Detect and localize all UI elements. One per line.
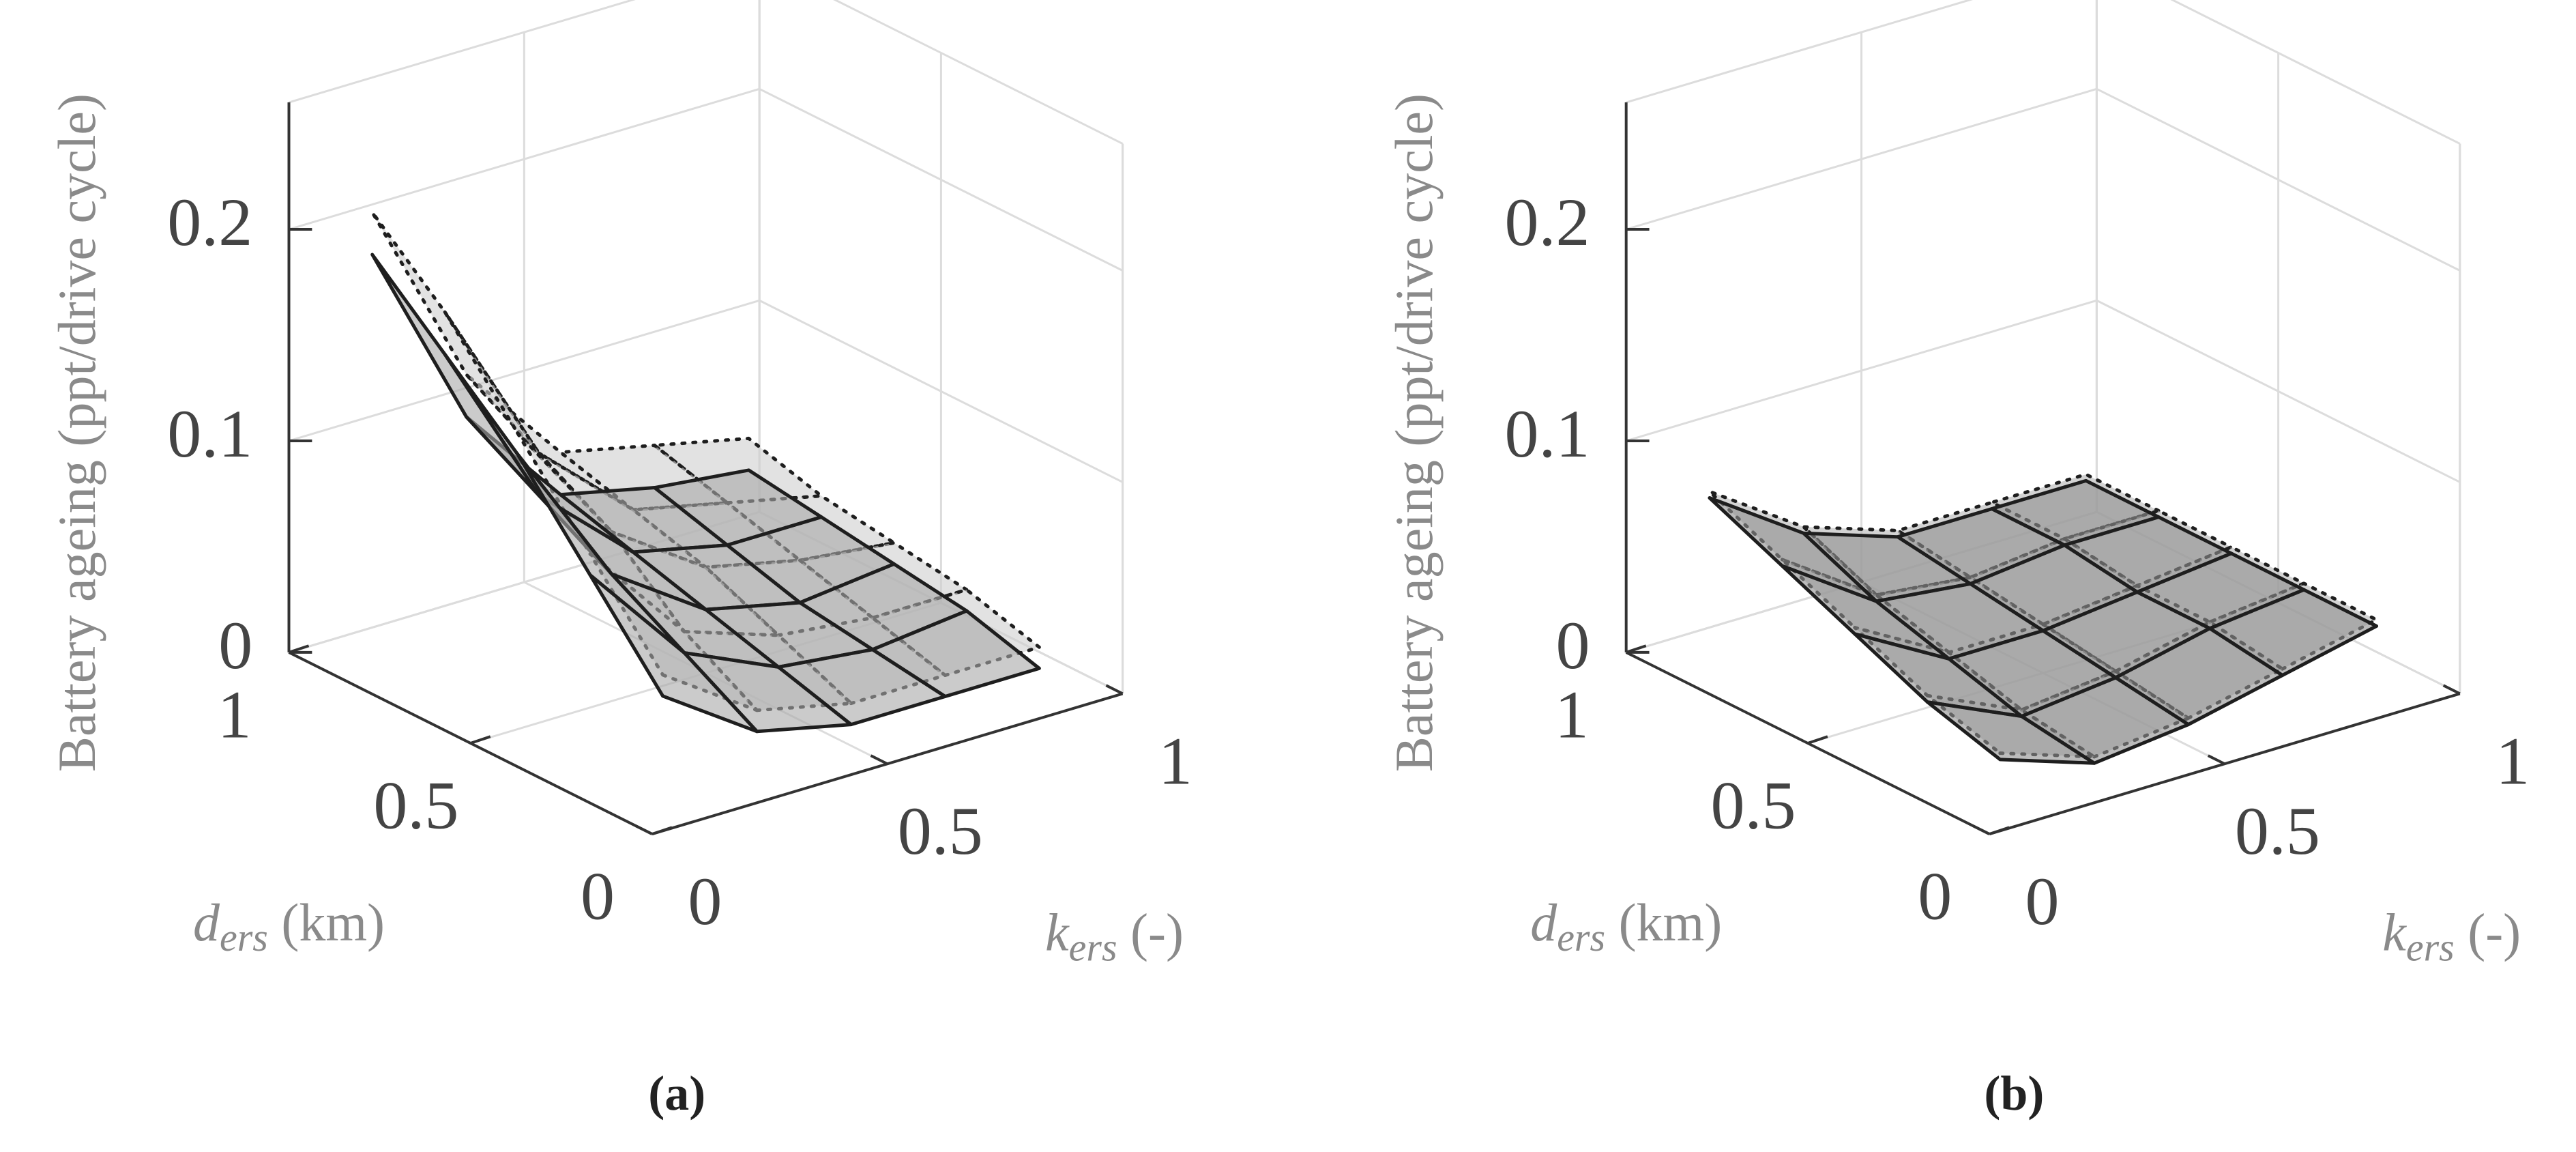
x-tick	[1972, 824, 1990, 835]
label-symbol: k	[2382, 902, 2407, 962]
y-tick	[1989, 826, 2010, 835]
grid-line	[1626, 299, 2097, 442]
label-subscript: ers	[1557, 915, 1605, 960]
x-axis	[1989, 692, 2461, 836]
label-unit: (-)	[1130, 902, 1184, 962]
box-edge	[833, 0, 1124, 145]
x-tick	[1105, 684, 1124, 695]
label-subscript: ers	[220, 915, 268, 960]
x-tick	[634, 824, 653, 835]
grid-line	[2096, 87, 2461, 272]
surface-cell	[588, 573, 759, 734]
x-tick-label: 0.5	[2235, 793, 2320, 869]
z-tick-label: 0.1	[1504, 396, 1590, 472]
label-space	[1605, 893, 1619, 952]
label-space	[268, 893, 282, 952]
x-tick	[2207, 754, 2225, 766]
z-tick-label: 0	[1555, 607, 1590, 683]
y-tick-label: 1	[1555, 676, 1589, 752]
label-symbol: d	[193, 893, 220, 952]
y-tick	[1807, 735, 1828, 745]
label-unit: (km)	[1619, 893, 1723, 952]
box-edge	[289, 0, 636, 104]
grid-line	[1626, 87, 2097, 231]
z-axis-label: Battery ageing (ppt/drive cycle)	[47, 93, 106, 772]
label-symbol: d	[1530, 893, 1557, 952]
grid-line	[2096, 299, 2461, 483]
label-space	[1117, 902, 1131, 962]
y-tick-label: 1	[218, 676, 252, 752]
grid-line	[289, 87, 760, 231]
x-tick-label: 0	[688, 863, 722, 939]
label-subscript: ers	[2406, 925, 2455, 970]
label-unit: (km)	[281, 893, 385, 952]
z-tick-label: 0	[218, 607, 252, 683]
box-edge	[2170, 0, 2461, 145]
label-subscript: ers	[1069, 925, 1117, 970]
panel-label: (a)	[648, 1066, 705, 1121]
grid-line	[759, 299, 1124, 483]
z-tick-label: 0.1	[167, 396, 252, 472]
x-axis-label: kers (-)	[1045, 902, 1184, 969]
grid-line	[289, 299, 760, 442]
y-axis-label: ders (km)	[1530, 893, 1722, 960]
grid-line	[759, 87, 1124, 272]
x-tick	[870, 754, 888, 766]
y-tick-label: 0.5	[373, 768, 458, 844]
label-space	[2455, 902, 2468, 962]
y-tick-label: 0.5	[1711, 768, 1796, 844]
y-tick	[470, 735, 491, 745]
x-axis-label: kers (-)	[2382, 902, 2521, 969]
x-tick-label: 0.5	[898, 793, 983, 869]
label-symbol: k	[1045, 902, 1070, 962]
label-unit: (-)	[2468, 902, 2521, 962]
box-edge	[1626, 0, 1974, 104]
x-tick-label: 0	[2025, 863, 2060, 939]
z-tick-label: 0.2	[167, 184, 252, 260]
surface-cell	[1925, 700, 2096, 765]
y-tick	[1626, 644, 1647, 654]
x-tick-label: 1	[2496, 723, 2530, 798]
panel-label: (b)	[1984, 1066, 2044, 1121]
y-tick-label: 0	[581, 859, 615, 934]
y-tick-label: 0	[1918, 859, 1952, 934]
x-tick-label: 1	[1158, 723, 1192, 798]
z-axis-label: Battery ageing (ppt/drive cycle)	[1384, 93, 1444, 772]
y-axis-label: ders (km)	[193, 893, 385, 960]
y-tick	[652, 826, 673, 835]
z-tick-label: 0.2	[1504, 184, 1590, 260]
y-tick	[288, 644, 310, 654]
x-tick	[2442, 684, 2461, 695]
